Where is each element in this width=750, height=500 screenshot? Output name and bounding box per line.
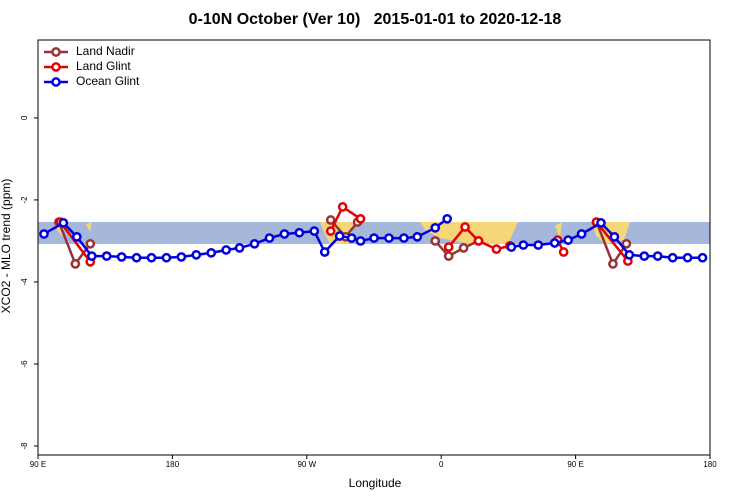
y-tick-label: 0 <box>20 115 29 120</box>
x-tick-label: 90 W <box>297 460 316 469</box>
y-tick-label: -4 <box>20 278 29 286</box>
data-point <box>652 251 663 261</box>
legend-label: Land Nadir <box>76 44 135 58</box>
data-point <box>624 250 635 260</box>
data-point <box>682 252 693 263</box>
data-point <box>399 233 409 243</box>
x-tick-label: 180 <box>703 460 717 469</box>
x-axis-label: Longitude <box>349 476 402 490</box>
data-point <box>309 226 320 236</box>
data-point <box>608 259 618 269</box>
data-point <box>442 213 453 224</box>
data-point <box>443 251 454 261</box>
data-point <box>325 226 336 236</box>
y-tick-label: -8 <box>20 442 29 450</box>
data-point <box>355 236 366 246</box>
data-point <box>206 247 217 258</box>
y-axis-label: XCO2 - MLO trend (ppm) <box>0 179 13 314</box>
data-point <box>697 252 708 263</box>
data-point <box>116 252 127 262</box>
legend-marker <box>51 77 61 87</box>
data-point <box>334 231 345 241</box>
data-point <box>234 243 245 253</box>
data-point <box>176 252 187 262</box>
data-point <box>325 215 336 225</box>
data-point <box>355 213 366 224</box>
data-point <box>70 259 81 269</box>
data-point <box>384 233 394 243</box>
plot-frame <box>37 39 711 456</box>
legend-marker <box>51 62 61 72</box>
x-tick-label: 0 <box>439 460 444 469</box>
legend-label: Land Glint <box>76 59 131 73</box>
data-point <box>443 242 454 252</box>
data-point <box>85 238 96 249</box>
data-point <box>346 233 357 243</box>
data-point <box>549 238 560 248</box>
data-point <box>86 251 97 261</box>
data-point <box>458 243 469 253</box>
data-point <box>146 252 157 263</box>
data-point <box>563 235 573 245</box>
data-point <box>430 236 441 246</box>
data-point <box>39 229 49 239</box>
data-point <box>337 202 348 212</box>
data-point <box>533 240 544 250</box>
data-point <box>506 242 517 252</box>
legend-label: Ocean Glint <box>76 74 140 88</box>
data-point <box>667 252 678 263</box>
data-point <box>279 229 290 239</box>
data-point <box>221 245 232 255</box>
data-point <box>294 227 305 238</box>
data-point <box>518 240 529 250</box>
data-point <box>71 231 82 242</box>
data-point <box>131 252 142 263</box>
legend-marker <box>51 47 61 57</box>
chart-title: 0-10N October (Ver 10) 2015-01-01 to 202… <box>189 11 562 28</box>
data-point <box>249 238 260 249</box>
data-point <box>621 238 632 249</box>
data-point <box>609 231 620 242</box>
data-point <box>639 251 650 261</box>
map-strip <box>38 222 710 244</box>
x-tick-label: 180 <box>166 460 180 469</box>
x-tick-label: 90 E <box>30 460 46 469</box>
data-point <box>596 218 606 228</box>
y-tick-label: -2 <box>20 196 29 204</box>
data-point <box>412 231 423 242</box>
data-point <box>491 244 502 254</box>
data-point <box>319 247 330 257</box>
data-point <box>473 236 484 246</box>
data-point <box>576 229 587 239</box>
data-point <box>161 252 172 263</box>
x-tick-label: 90 E <box>567 460 583 469</box>
data-point <box>191 250 202 260</box>
data-point <box>460 222 470 232</box>
y-tick-label: -6 <box>20 360 29 368</box>
data-point <box>264 233 275 243</box>
data-point <box>58 218 69 228</box>
data-point <box>430 222 441 233</box>
data-point <box>101 251 112 261</box>
data-point <box>369 233 379 243</box>
data-point <box>558 247 569 257</box>
